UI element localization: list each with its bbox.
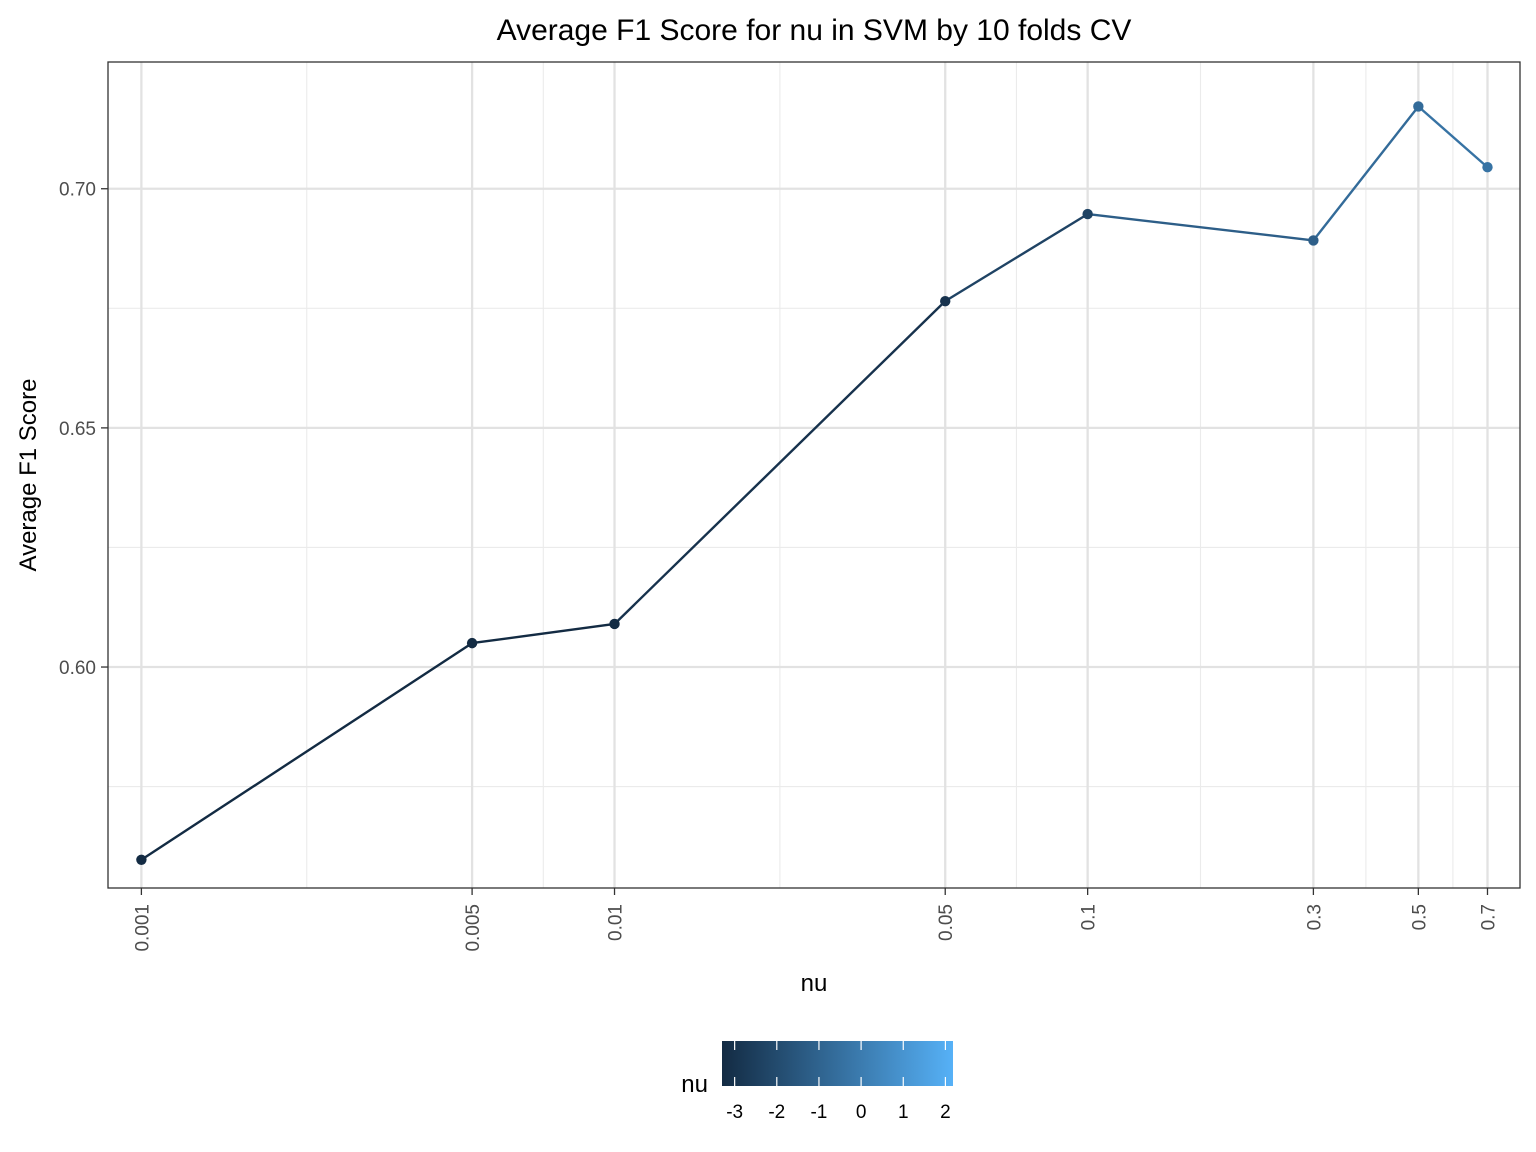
legend-title: nu xyxy=(681,1071,708,1098)
series-line-segment xyxy=(1086,212,1315,242)
colorbar-tick-label: 0 xyxy=(856,1102,867,1123)
data-point xyxy=(1082,208,1093,220)
colorbar-tick-label: -3 xyxy=(726,1102,743,1123)
colorbar xyxy=(722,1041,953,1086)
colorbar-tick-label: 2 xyxy=(940,1102,951,1123)
data-point xyxy=(136,854,147,865)
data-point xyxy=(1413,101,1424,112)
data-point xyxy=(466,637,478,649)
series-points xyxy=(136,101,1493,865)
series-line-segment xyxy=(1417,105,1489,169)
data-point xyxy=(609,618,620,630)
x-tick-label: 0.005 xyxy=(463,904,484,952)
x-tick-label: 0.1 xyxy=(1079,904,1100,930)
x-tick-label: 0.5 xyxy=(1409,904,1430,930)
colorbar-tick-label: -1 xyxy=(810,1102,827,1123)
x-tick-label: 0.3 xyxy=(1304,904,1325,930)
chart-title: Average F1 Score for nu in SVM by 10 fol… xyxy=(497,14,1132,47)
colorbar-tick-label: -2 xyxy=(768,1102,785,1123)
data-point xyxy=(1308,235,1319,246)
x-tick-label: 0.01 xyxy=(606,904,627,941)
grid-lines xyxy=(108,62,1520,888)
x-tick-label: 0.001 xyxy=(132,904,153,952)
series-line-segment xyxy=(944,212,1089,303)
x-tick-label: 0.05 xyxy=(936,904,957,941)
series-line-segment xyxy=(470,622,616,645)
colorbar-tick-label: 1 xyxy=(898,1102,909,1123)
series-line-segment xyxy=(140,641,474,861)
y-axis-ticks: 0.60 0.65 0.70 xyxy=(59,180,108,679)
data-point xyxy=(940,295,951,307)
legend: nu -3 -2 -1 0 1 2 xyxy=(681,1041,953,1123)
y-tick-label: 0.60 xyxy=(59,658,96,679)
y-axis-label: Average F1 Score xyxy=(15,379,42,572)
y-tick-label: 0.70 xyxy=(59,180,96,201)
series-line-segment xyxy=(1312,105,1420,242)
colorbar-ticks: -3 -2 -1 0 1 2 xyxy=(726,1041,951,1123)
plot-panel-border xyxy=(107,61,1521,889)
x-axis-label: nu xyxy=(801,970,828,997)
data-point xyxy=(1482,162,1493,173)
x-axis-ticks: 0.001 0.005 0.01 0.05 0.1 0.3 0.5 0.7 xyxy=(132,888,1499,952)
x-tick-label: 0.7 xyxy=(1478,904,1499,930)
series-lines xyxy=(140,105,1489,861)
series-line-segment xyxy=(613,299,947,626)
y-tick-label: 0.65 xyxy=(59,419,96,440)
